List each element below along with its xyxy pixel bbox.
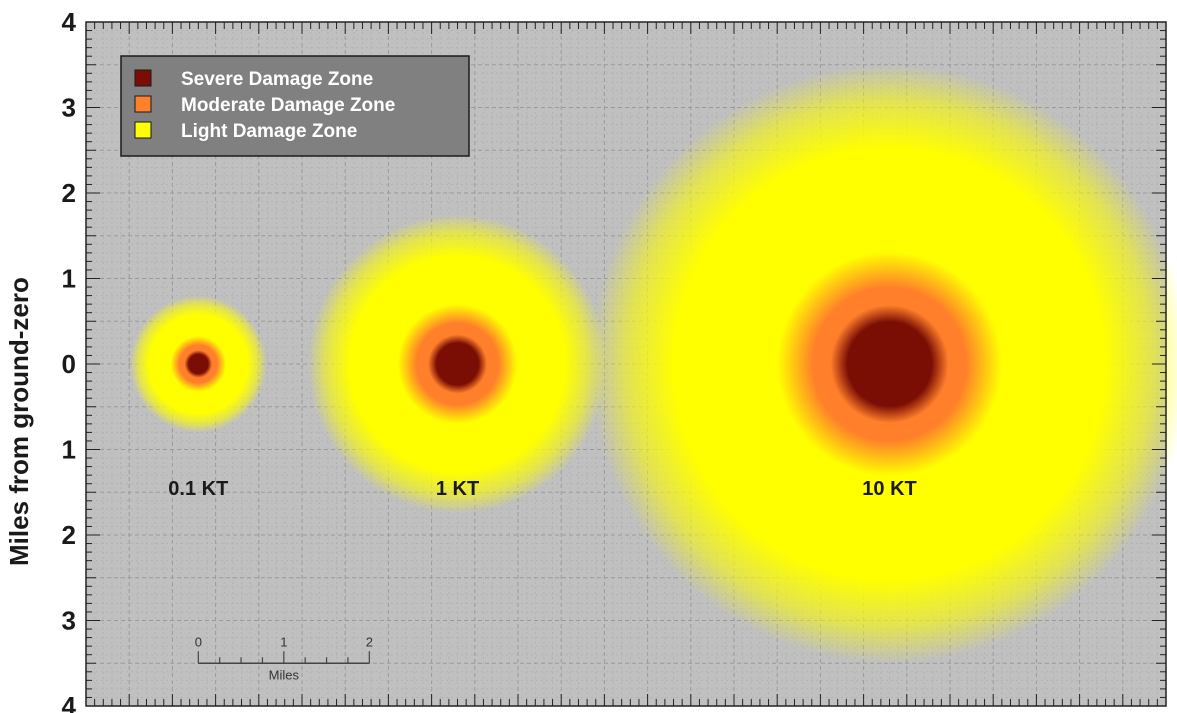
y-tick-labels: 4 3 2 1 0 1 2 3 4 [62, 7, 77, 713]
scale-bar-tick-label: 0 [195, 634, 202, 649]
legend-box [120, 55, 470, 157]
yield-label: 1 KT [436, 478, 479, 500]
yield-labels: 0.1 KT 1 KT 10 KT [168, 478, 916, 500]
y-tick-label: 4 [62, 691, 77, 713]
legend-entry-label: Light Damage Zone [181, 121, 357, 142]
y-tick-label: 0 [62, 349, 76, 379]
y-tick-label: 4 [62, 7, 77, 37]
legend: Severe Damage Zone Moderate Damage Zone Li… [120, 55, 470, 157]
scale-bar-tick-label: 2 [366, 634, 373, 649]
scale-bar: 0 1 2 Miles [195, 634, 373, 682]
y-tick-label: 1 [62, 435, 76, 465]
scale-bar-unit: Miles [269, 667, 300, 682]
legend-swatch [134, 69, 152, 87]
damage-rings [129, 64, 1177, 664]
yield-label: 0.1 KT [168, 478, 228, 500]
y-axis-label: Miles from ground-zero [4, 277, 34, 566]
y-tick-label: 2 [62, 520, 76, 550]
damage-ring-0-1-kt [129, 295, 267, 433]
damage-ring-1-kt [307, 214, 608, 514]
damage-ring-10-kt [590, 64, 1177, 664]
y-tick-label: 2 [62, 178, 76, 208]
y-tick-label: 3 [62, 606, 76, 636]
legend-swatch [134, 95, 152, 113]
legend-swatch [134, 121, 152, 139]
axis-ticks [85, 21, 1167, 707]
yield-label: 10 KT [862, 478, 916, 500]
y-tick-label: 3 [62, 93, 76, 123]
scale-bar-tick-label: 1 [280, 634, 287, 649]
legend-entry-label: Moderate Damage Zone [181, 95, 395, 116]
legend-entry-label: Severe Damage Zone [181, 69, 373, 90]
y-tick-label: 1 [62, 264, 76, 294]
